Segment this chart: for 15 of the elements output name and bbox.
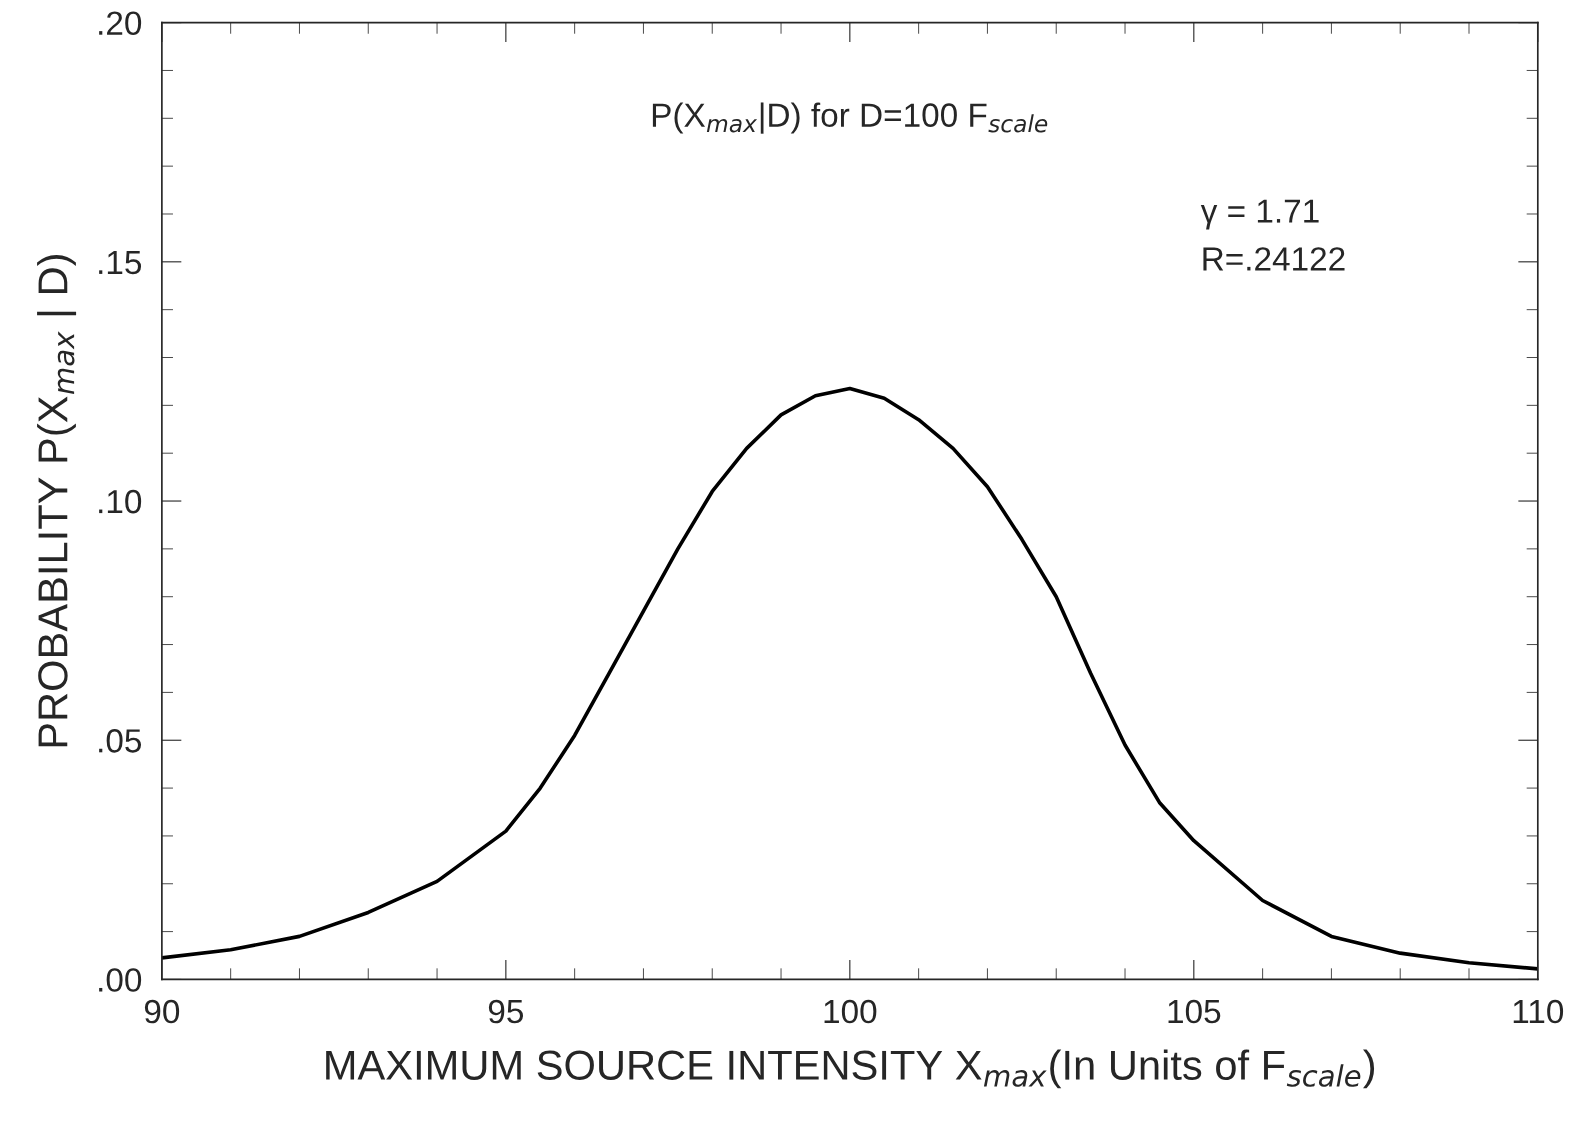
x-tick-label: 105 <box>1168 999 1221 1024</box>
y-tick-label: .05 <box>99 729 142 753</box>
y-tick-label: .15 <box>99 250 142 275</box>
y-tick-label: .00 <box>99 968 142 992</box>
y-axis-title: PROBABILITY P(X$_{max}$ | D) <box>37 255 77 747</box>
y-tick-label: .10 <box>99 489 142 514</box>
text: P(X$_{max}$|D) for D=100 F$_{scale}$ <box>652 102 1048 134</box>
x-tick-label: 90 <box>144 999 180 1024</box>
x-axis-title: MAXIMUM SOURCE INTENSITY X$_{max}$(In Units of F$_{scale}$) <box>326 1049 1375 1089</box>
annotation: R=.24122 <box>1203 247 1345 271</box>
annotation: γ = 1.71 <box>1200 199 1319 230</box>
x-tick-label: 110 <box>1513 999 1564 1024</box>
x-tick-label: 95 <box>488 999 523 1024</box>
y-tick-label: .20 <box>99 11 142 36</box>
x-tick-label: 100 <box>824 999 877 1024</box>
